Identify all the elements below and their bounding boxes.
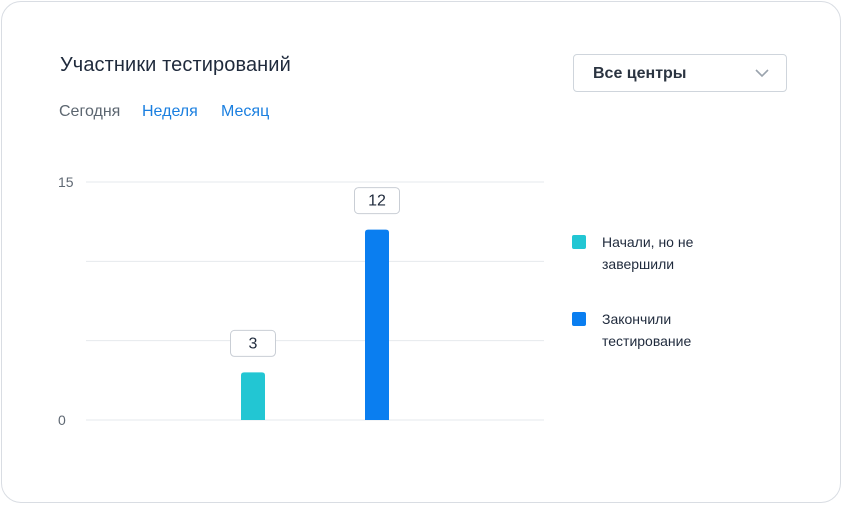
data-label-box [354,187,400,215]
chart-title: Участники тестирований [60,54,291,76]
tab-week[interactable]: Неделя [142,103,198,120]
center-select-value: Все центры [593,65,687,82]
legend-swatch-started [572,235,586,249]
y-tick-label: 0 [58,412,66,428]
tab-today[interactable]: Сегодня [59,103,121,120]
data-label-box [230,329,276,357]
data-label: 3 [249,335,258,352]
data-label: 12 [368,193,386,210]
bar-started [241,372,265,420]
legend-label-started: Начали, но не завершили [602,234,694,272]
center-select[interactable]: Все центры [573,54,787,92]
tab-month[interactable]: Месяц [221,103,270,120]
legend-swatch-finished [572,312,586,326]
y-tick-label: 15 [58,174,74,190]
legend-label-finished: Закончили тестирование [602,311,692,349]
bar-finished [365,229,389,420]
chevron-down-icon [755,69,769,78]
